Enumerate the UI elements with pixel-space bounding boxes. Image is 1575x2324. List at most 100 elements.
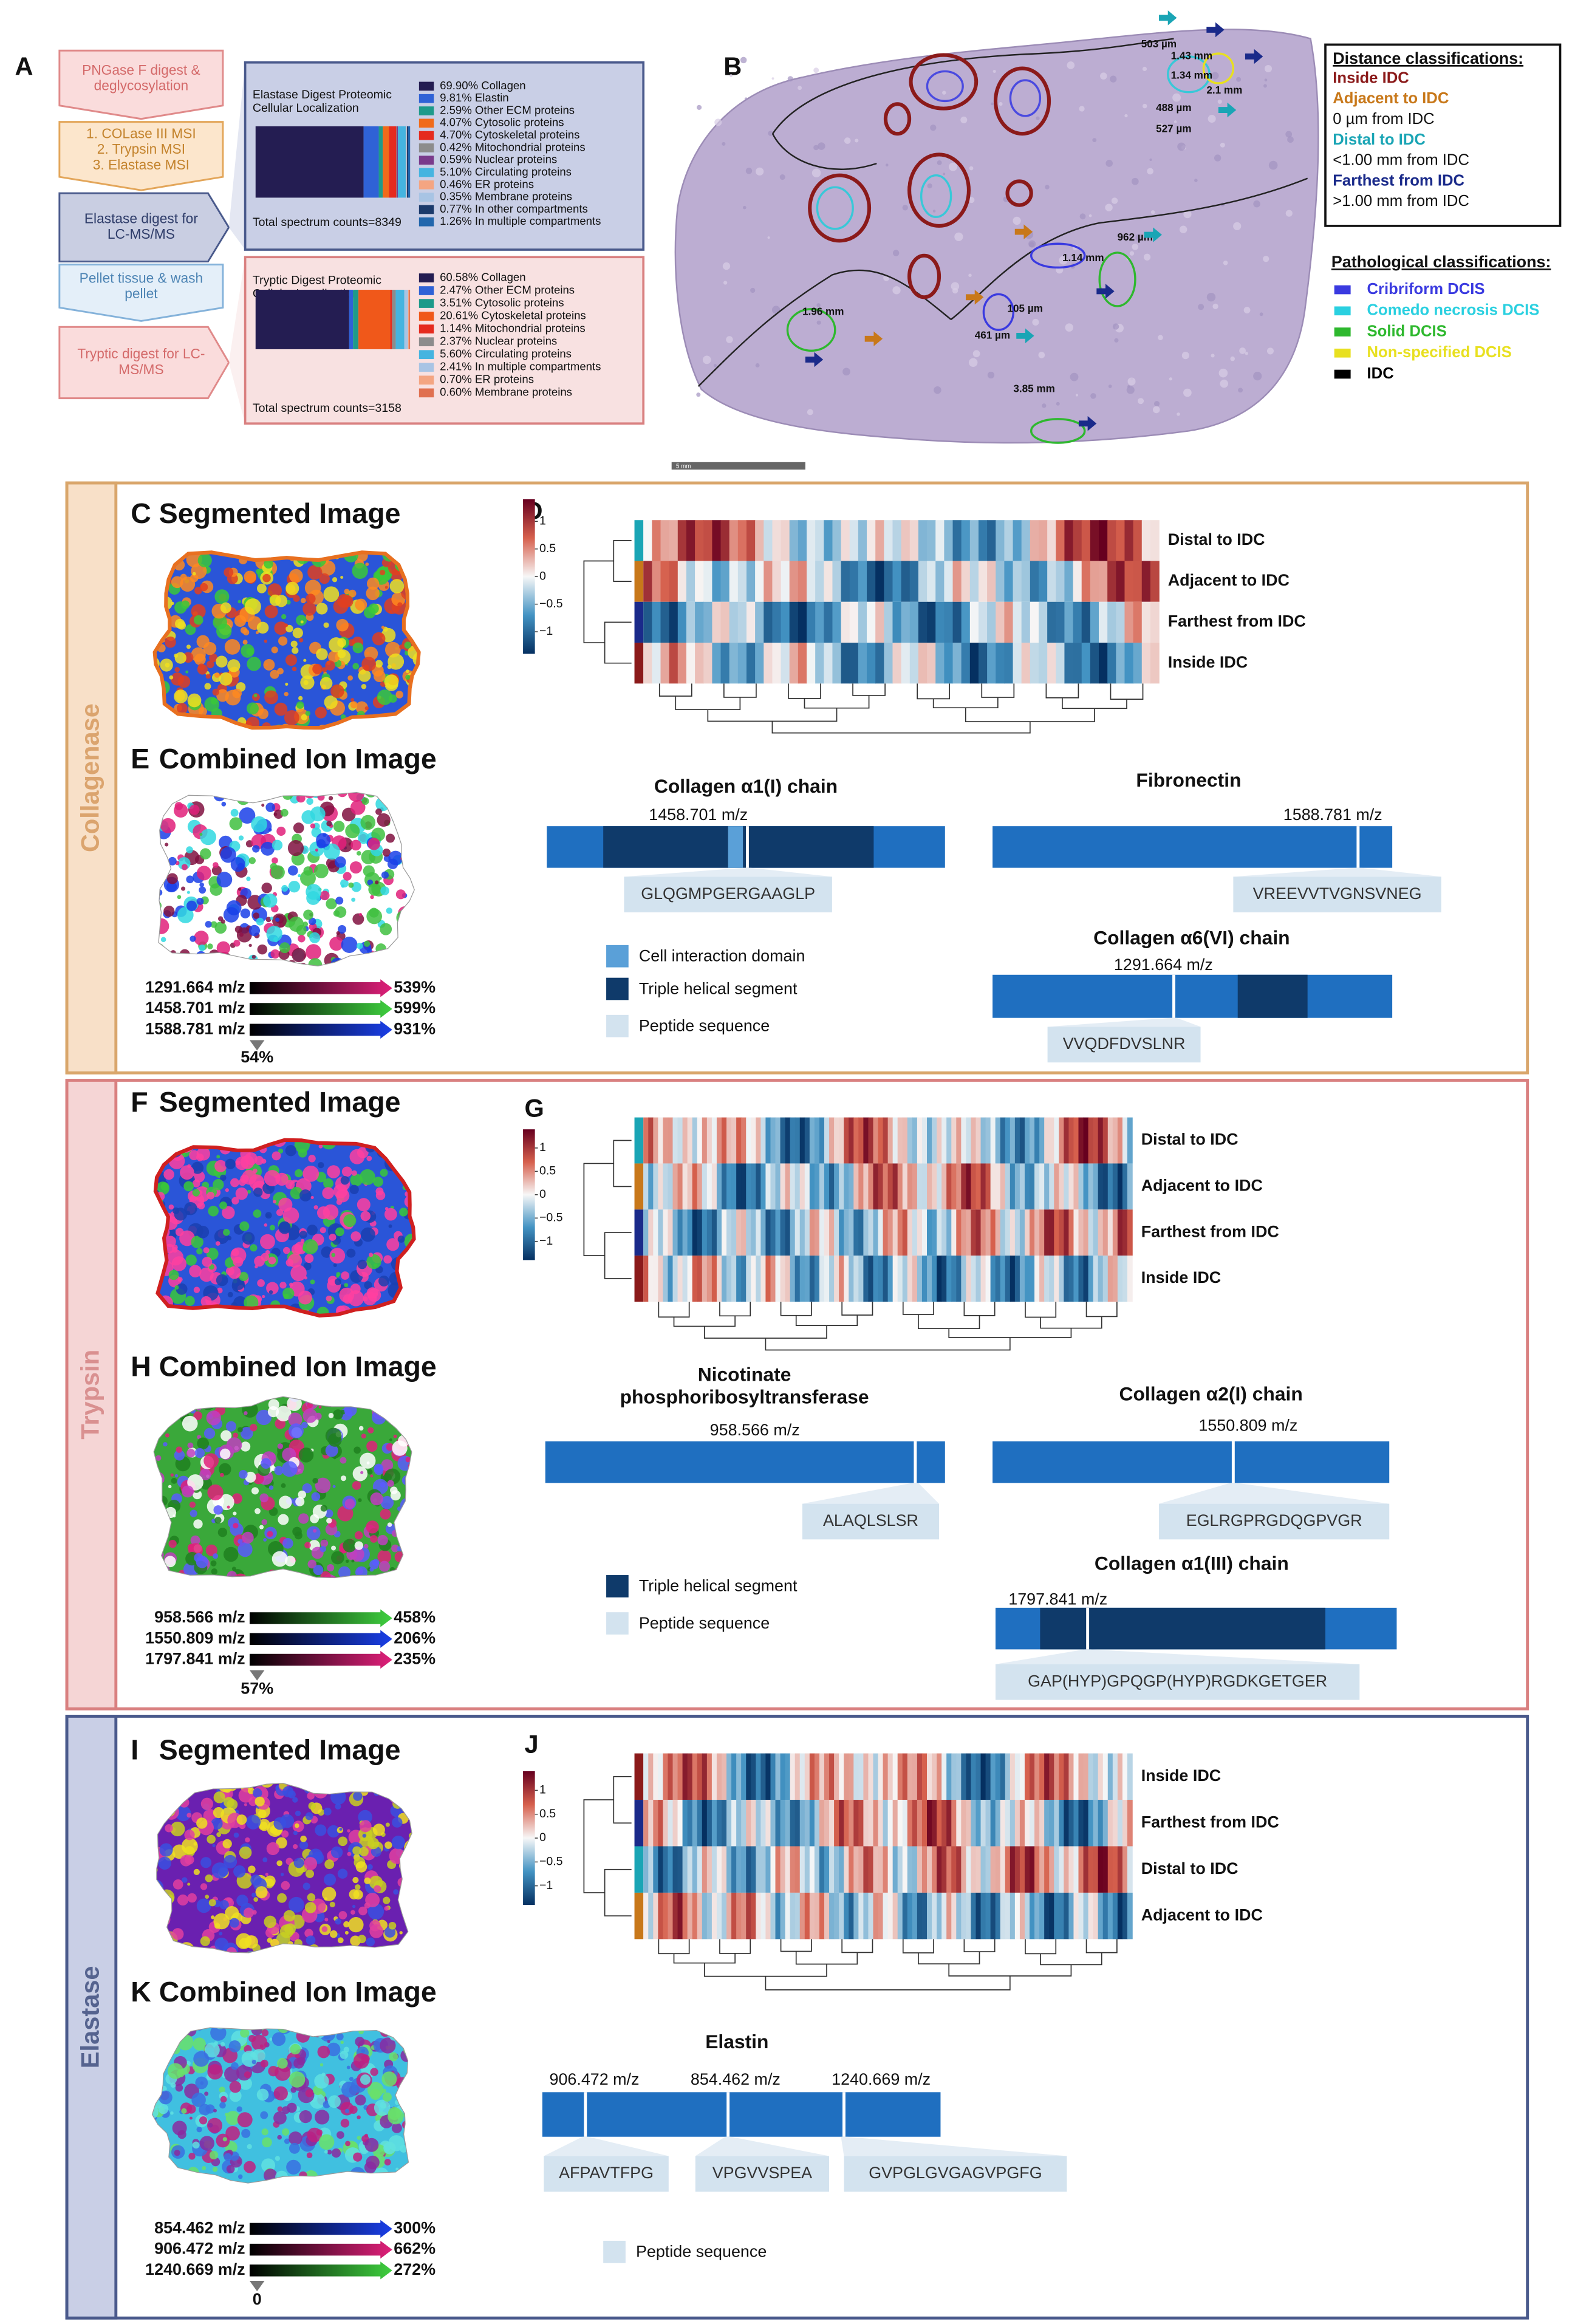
heatmap-cell xyxy=(1019,1800,1025,1847)
heatmap-cell xyxy=(1073,561,1082,602)
legend-item: Solid DCIS xyxy=(1367,323,1447,340)
legend-item: 0 µm from IDC xyxy=(1333,111,1434,128)
tissue-pixel xyxy=(306,593,316,604)
tissue-pixel xyxy=(187,1442,194,1449)
stacked-segment xyxy=(383,126,389,198)
heatmap-cell xyxy=(729,520,739,561)
heatmap-cell xyxy=(1030,643,1039,684)
tissue-pixel xyxy=(357,1147,369,1158)
tissue-pixel xyxy=(223,1854,237,1869)
tissue-pixel xyxy=(367,838,380,850)
tissue-pixel xyxy=(299,1840,309,1850)
heatmap-cell xyxy=(770,1163,776,1210)
heatmap-cell xyxy=(1024,1117,1030,1164)
heatmap-cell xyxy=(902,1800,908,1847)
tissue-pixel xyxy=(364,2138,379,2152)
heatmap-cell xyxy=(873,1892,879,1940)
tissue-pixel xyxy=(298,1447,314,1463)
row-group-color xyxy=(634,601,644,643)
tissue-pixel xyxy=(269,1826,278,1834)
tissue-texture xyxy=(968,273,972,277)
tissue-pixel xyxy=(177,907,194,923)
tissue-pixel xyxy=(183,1181,194,1192)
tissue-pixel xyxy=(181,1837,198,1854)
heatmap-cell xyxy=(702,1163,708,1210)
tissue-pixel xyxy=(294,1531,302,1540)
tissue-pixel xyxy=(346,1248,356,1258)
legend-swatch xyxy=(419,375,434,385)
heatmap-cell xyxy=(1030,561,1039,602)
tissue-texture xyxy=(756,167,764,176)
heatmap-cell xyxy=(703,520,713,561)
tissue-pixel xyxy=(244,1411,248,1415)
tissue-pixel xyxy=(219,2102,226,2109)
distance-arrow xyxy=(1144,227,1162,242)
tissue-pixel xyxy=(258,1819,270,1831)
tissue-texture xyxy=(1174,120,1177,123)
tissue-pixel xyxy=(199,583,208,592)
heatmap-cell xyxy=(1150,520,1160,561)
stacked-segment xyxy=(408,126,411,198)
tissue-pixel xyxy=(324,1859,335,1870)
heatmap-cell xyxy=(1102,1800,1109,1847)
heatmap-cell xyxy=(668,1846,674,1893)
heatmap-cell xyxy=(1044,1753,1050,1800)
tissue-pixel xyxy=(216,623,232,639)
colorbar-tick-label: 0.5 xyxy=(539,542,556,555)
heatmap-cell xyxy=(1021,561,1031,602)
tissue-pixel xyxy=(203,1247,210,1254)
tissue-pixel xyxy=(224,567,234,578)
heatmap-cell xyxy=(1107,1117,1113,1164)
tissue-pixel xyxy=(388,610,392,614)
heatmap-cell xyxy=(944,561,954,602)
heatmap-cell xyxy=(917,1800,923,1847)
stacked-segment xyxy=(404,290,408,349)
idc-region xyxy=(993,66,1051,136)
tissue-pixel xyxy=(348,792,364,802)
heatmap-cell xyxy=(980,1163,986,1210)
heatmap-cell xyxy=(804,1846,810,1893)
heatmap-cell xyxy=(770,1892,776,1940)
tissue-pixel xyxy=(384,1468,401,1485)
tissue-pixel xyxy=(300,1239,305,1243)
tissue-pixel xyxy=(292,627,303,638)
min-marker xyxy=(249,1040,265,1051)
heatmap-cell xyxy=(832,643,842,684)
tissue-pixel xyxy=(287,1396,302,1411)
tissue-texture xyxy=(1032,318,1039,326)
tissue-pixel xyxy=(240,627,247,634)
heatmap-cell xyxy=(692,1800,698,1847)
tissue-pixel xyxy=(334,1278,341,1285)
heatmap-cell xyxy=(785,1753,791,1800)
tissue-texture xyxy=(968,358,978,367)
heatmap-cell xyxy=(1034,1753,1040,1800)
tissue-pixel xyxy=(263,893,278,908)
heatmap-cell xyxy=(780,1163,786,1210)
tissue-pixel xyxy=(315,1477,331,1494)
heatmap-cell xyxy=(660,561,670,602)
tissue-texture xyxy=(1135,234,1143,241)
tissue-texture xyxy=(726,336,733,343)
heatmap-cell xyxy=(1088,1800,1094,1847)
tissue-pixel xyxy=(404,641,412,649)
tissue-pixel xyxy=(193,1842,197,1846)
heatmap-cell xyxy=(944,520,954,561)
tissue-pixel xyxy=(378,1275,390,1287)
tissue-pixel xyxy=(200,1857,212,1868)
tissue-pixel xyxy=(193,1868,200,1875)
tissue-pixel xyxy=(337,924,347,934)
tissue-pixel xyxy=(220,1448,231,1460)
stacked-segment xyxy=(358,290,391,349)
tissue-pixel xyxy=(278,1148,284,1154)
heatmap-cell xyxy=(902,1892,908,1940)
tissue-pixel xyxy=(272,913,287,928)
heatmap-cell xyxy=(941,1800,947,1847)
dendrogram xyxy=(583,540,1144,734)
heatmap-cell xyxy=(697,1753,703,1800)
heatmap-cell xyxy=(653,1800,659,1847)
heatmap-cell xyxy=(1107,1892,1113,1940)
heatmap-cell xyxy=(765,1753,771,1800)
heatmap-cell xyxy=(697,1163,703,1210)
tissue-pixel xyxy=(207,1834,216,1844)
min-marker xyxy=(249,1670,265,1681)
